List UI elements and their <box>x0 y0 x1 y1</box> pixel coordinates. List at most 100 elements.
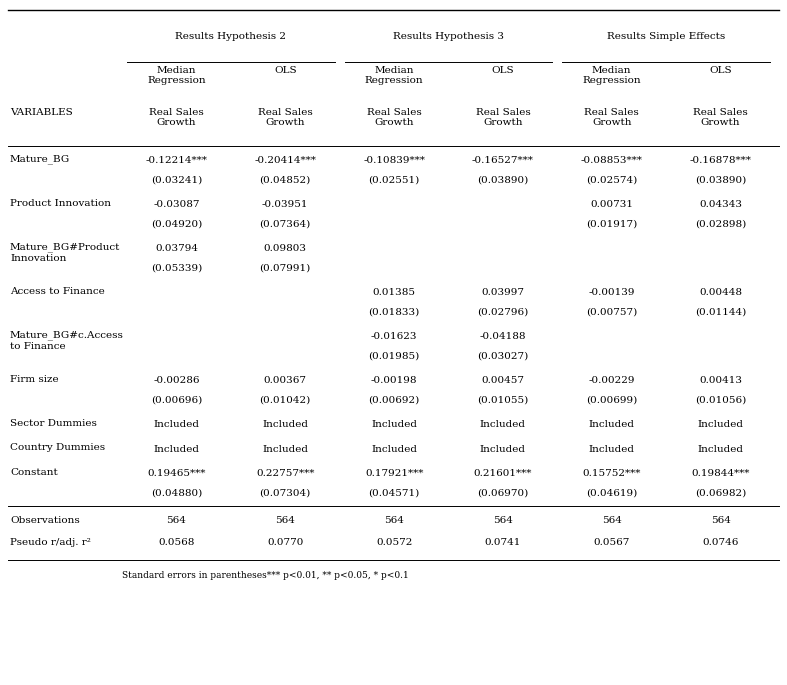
Text: 0.03794: 0.03794 <box>155 245 198 253</box>
Text: Real Sales
Growth: Real Sales Growth <box>585 108 639 127</box>
Text: 0.0770: 0.0770 <box>267 538 304 547</box>
Text: 0.04343: 0.04343 <box>699 200 742 209</box>
Text: Included: Included <box>480 445 526 453</box>
Text: -0.16878***: -0.16878*** <box>689 156 752 165</box>
Text: 564: 564 <box>493 516 513 525</box>
Text: (0.02574): (0.02574) <box>586 176 637 185</box>
Text: Included: Included <box>262 421 309 429</box>
Text: 0.0741: 0.0741 <box>485 538 521 547</box>
Text: -0.00286: -0.00286 <box>153 376 200 385</box>
Text: 0.09803: 0.09803 <box>264 245 307 253</box>
Text: (0.00699): (0.00699) <box>586 396 637 405</box>
Text: -0.12214***: -0.12214*** <box>146 156 207 165</box>
Text: 564: 564 <box>167 516 187 525</box>
Text: 0.00413: 0.00413 <box>699 376 742 385</box>
Text: 0.0746: 0.0746 <box>702 538 739 547</box>
Text: (0.04619): (0.04619) <box>586 489 637 498</box>
Text: Included: Included <box>589 445 635 453</box>
Text: Firm size: Firm size <box>10 375 58 384</box>
Text: 564: 564 <box>602 516 622 525</box>
Text: (0.02898): (0.02898) <box>695 220 746 229</box>
Text: (0.07364): (0.07364) <box>260 220 311 229</box>
Text: 0.00367: 0.00367 <box>264 376 307 385</box>
Text: 0.00448: 0.00448 <box>699 288 742 297</box>
Text: -0.08853***: -0.08853*** <box>581 156 643 165</box>
Text: (0.01055): (0.01055) <box>477 396 529 405</box>
Text: OLS: OLS <box>492 66 514 75</box>
Text: -0.00198: -0.00198 <box>371 376 417 385</box>
Text: Included: Included <box>697 445 744 453</box>
Text: Included: Included <box>589 421 635 429</box>
Text: 564: 564 <box>275 516 295 525</box>
Text: Real Sales
Growth: Real Sales Growth <box>149 108 204 127</box>
Text: (0.07304): (0.07304) <box>260 489 311 498</box>
Text: 564: 564 <box>384 516 404 525</box>
Text: Results Hypothesis 2: Results Hypothesis 2 <box>176 32 286 41</box>
Text: Real Sales
Growth: Real Sales Growth <box>367 108 422 127</box>
Text: (0.03890): (0.03890) <box>477 176 529 185</box>
Text: 0.15752***: 0.15752*** <box>582 469 641 478</box>
Text: Standard errors in parentheses*** p<0.01, ** p<0.05, * p<0.1: Standard errors in parentheses*** p<0.01… <box>122 571 408 580</box>
Text: 0.21601***: 0.21601*** <box>474 469 532 478</box>
Text: (0.01985): (0.01985) <box>368 352 419 361</box>
Text: (0.04880): (0.04880) <box>151 489 202 498</box>
Text: (0.04571): (0.04571) <box>368 489 419 498</box>
Text: 0.03997: 0.03997 <box>482 288 524 297</box>
Text: Constant: Constant <box>10 467 57 477</box>
Text: (0.00692): (0.00692) <box>368 396 419 405</box>
Text: 0.00457: 0.00457 <box>482 376 524 385</box>
Text: -0.03951: -0.03951 <box>262 200 309 209</box>
Text: 0.22757***: 0.22757*** <box>256 469 315 478</box>
Text: Real Sales
Growth: Real Sales Growth <box>693 108 748 127</box>
Text: OLS: OLS <box>709 66 732 75</box>
Text: Included: Included <box>153 445 199 453</box>
Text: -0.10839***: -0.10839*** <box>363 156 425 165</box>
Text: (0.03241): (0.03241) <box>151 176 202 185</box>
Text: -0.20414***: -0.20414*** <box>254 156 316 165</box>
Text: (0.06970): (0.06970) <box>477 489 529 498</box>
Text: Sector Dummies: Sector Dummies <box>10 419 97 427</box>
Text: 0.0568: 0.0568 <box>158 538 194 547</box>
Text: (0.04920): (0.04920) <box>151 220 202 229</box>
Text: 0.00731: 0.00731 <box>590 200 634 209</box>
Text: (0.06982): (0.06982) <box>695 489 746 498</box>
Text: Results Simple Effects: Results Simple Effects <box>607 32 726 41</box>
Text: 0.0572: 0.0572 <box>376 538 412 547</box>
Text: (0.00757): (0.00757) <box>586 308 637 316</box>
Text: 0.01385: 0.01385 <box>372 288 416 297</box>
Text: Mature_BG#Product
Innovation: Mature_BG#Product Innovation <box>10 242 120 262</box>
Text: (0.00696): (0.00696) <box>151 396 202 405</box>
Text: Included: Included <box>371 421 417 429</box>
Text: (0.05339): (0.05339) <box>151 264 202 273</box>
Text: Included: Included <box>262 445 309 453</box>
Text: Included: Included <box>697 421 744 429</box>
Text: Median
Regression: Median Regression <box>147 66 205 86</box>
Text: 0.19844***: 0.19844*** <box>692 469 750 478</box>
Text: -0.03087: -0.03087 <box>153 200 200 209</box>
Text: Included: Included <box>480 421 526 429</box>
Text: VARIABLES: VARIABLES <box>10 108 72 117</box>
Text: (0.01144): (0.01144) <box>695 308 746 316</box>
Text: (0.03027): (0.03027) <box>477 352 529 361</box>
Text: Observations: Observations <box>10 516 79 525</box>
Text: Access to Finance: Access to Finance <box>10 286 105 295</box>
Text: Results Hypothesis 3: Results Hypothesis 3 <box>393 32 504 41</box>
Text: Included: Included <box>371 445 417 453</box>
Text: 0.0567: 0.0567 <box>593 538 630 547</box>
Text: Real Sales
Growth: Real Sales Growth <box>475 108 530 127</box>
Text: 564: 564 <box>711 516 730 525</box>
Text: (0.01042): (0.01042) <box>260 396 311 405</box>
Text: (0.07991): (0.07991) <box>260 264 311 273</box>
Text: -0.16527***: -0.16527*** <box>472 156 534 165</box>
Text: (0.01056): (0.01056) <box>695 396 746 405</box>
Text: (0.02551): (0.02551) <box>368 176 419 185</box>
Text: (0.03890): (0.03890) <box>695 176 746 185</box>
Text: (0.04852): (0.04852) <box>260 176 311 185</box>
Text: -0.01623: -0.01623 <box>371 332 417 341</box>
Text: Real Sales
Growth: Real Sales Growth <box>258 108 312 127</box>
Text: Mature_BG#c.Access
to Finance: Mature_BG#c.Access to Finance <box>10 330 124 351</box>
Text: Mature_BG: Mature_BG <box>10 155 70 164</box>
Text: Pseudo r/adj. r²: Pseudo r/adj. r² <box>10 538 91 547</box>
Text: (0.01833): (0.01833) <box>368 308 419 316</box>
Text: Product Innovation: Product Innovation <box>10 199 111 208</box>
